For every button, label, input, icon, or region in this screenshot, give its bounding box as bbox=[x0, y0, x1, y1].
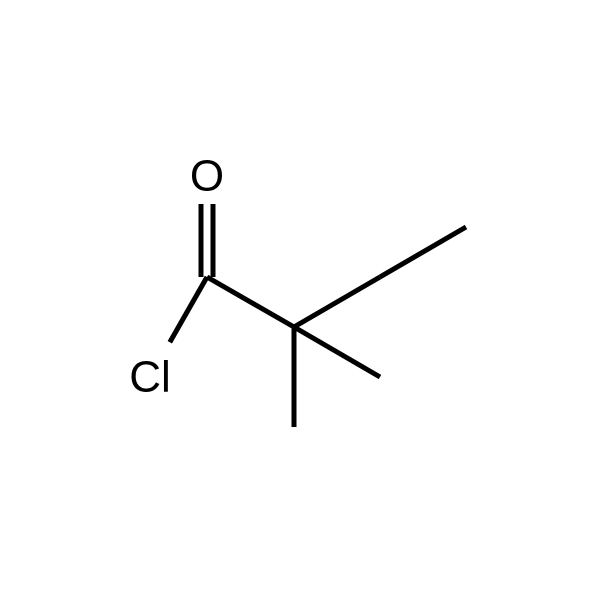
atom-label-o: O bbox=[190, 152, 224, 201]
bond-line bbox=[170, 277, 207, 342]
bond-line bbox=[380, 227, 466, 277]
bond-line bbox=[294, 327, 380, 377]
atom-label-cl: Cl bbox=[129, 353, 171, 402]
molecule-diagram: O Cl bbox=[0, 0, 600, 600]
bond-line bbox=[207, 277, 294, 327]
bond-line bbox=[294, 277, 380, 327]
